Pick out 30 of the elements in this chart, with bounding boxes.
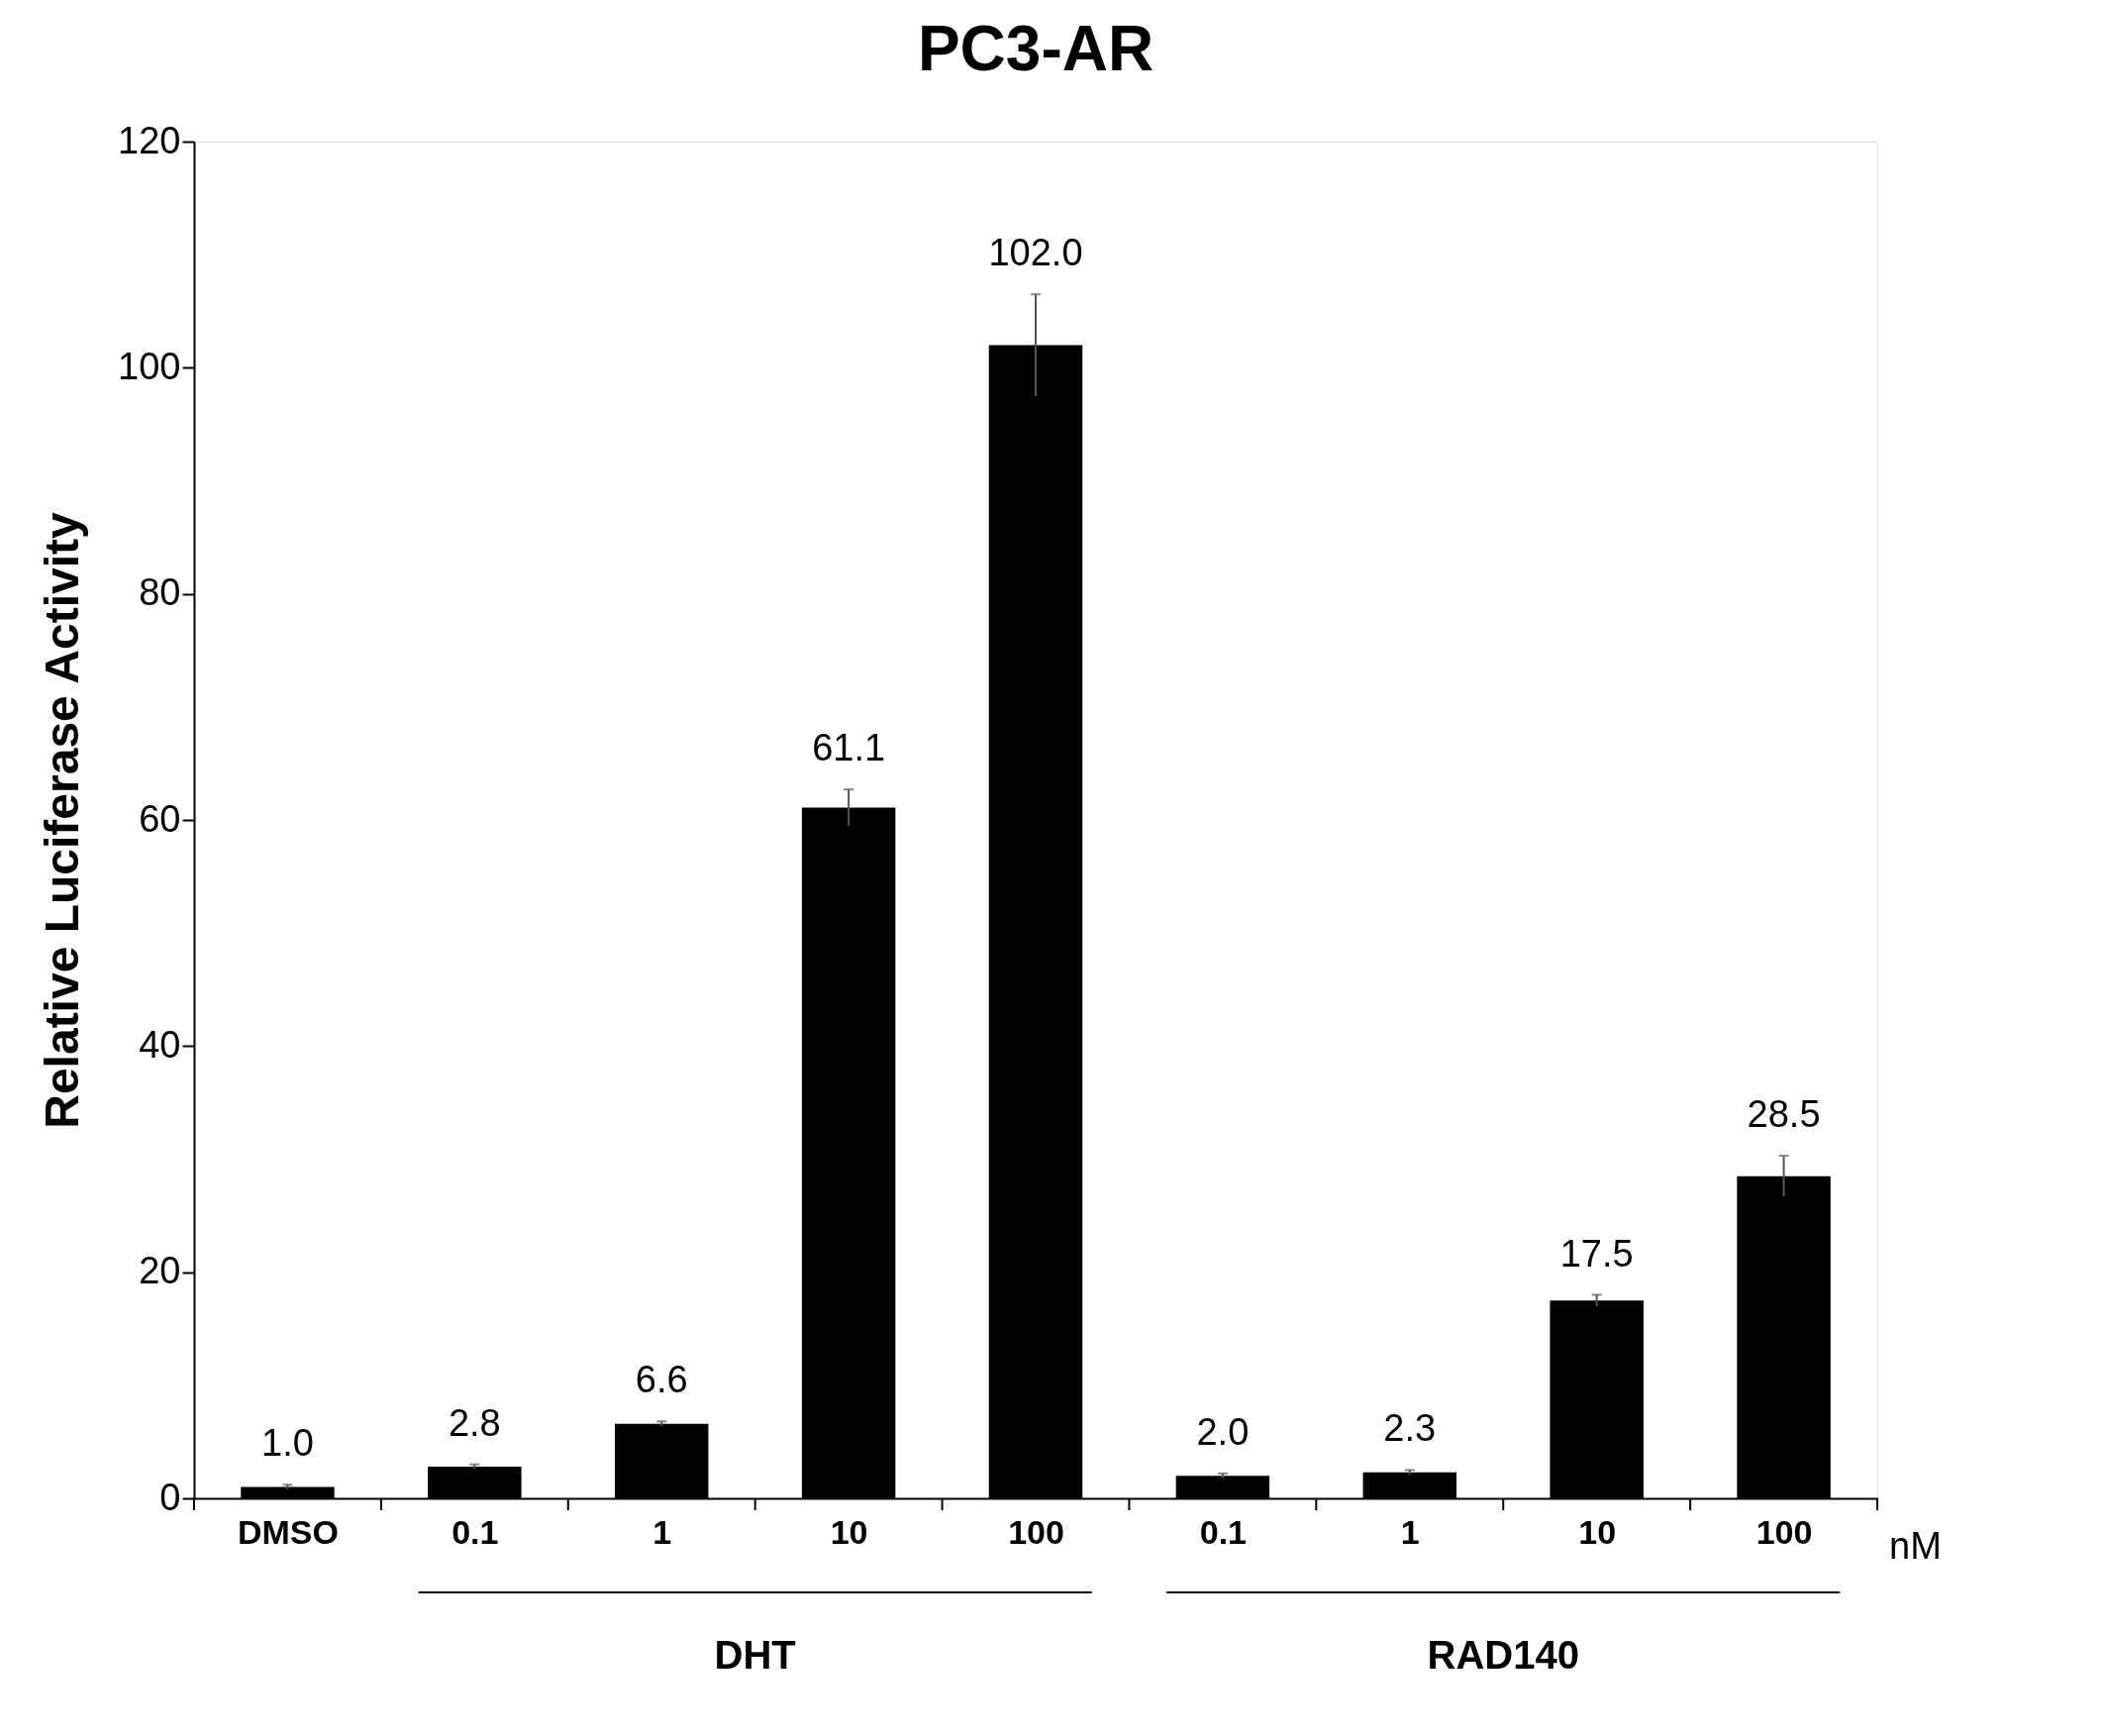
text: nM (1889, 1525, 1942, 1567)
data-label: 1.0 (261, 1422, 314, 1465)
x-tick-label: 10 (830, 1512, 868, 1551)
chart-title: PC3-AR (917, 13, 1154, 84)
x-tick-label: DMSO (237, 1512, 339, 1551)
data-label: 61.1 (812, 727, 886, 769)
data-label: 2.8 (448, 1401, 501, 1444)
y-tick-label: 60 (139, 797, 181, 840)
text: RAD140 (1427, 1633, 1579, 1677)
data-label: 2.0 (1196, 1410, 1250, 1453)
x-tick-label: 10 (1578, 1512, 1617, 1551)
data-label: 17.5 (1559, 1232, 1634, 1275)
data-label: 2.3 (1383, 1407, 1437, 1450)
y-tick-label: 20 (139, 1250, 181, 1292)
y-tick-label: 0 (159, 1476, 181, 1518)
y-tick-label: 40 (139, 1023, 181, 1066)
x-tick-label: 0.1 (1199, 1512, 1248, 1551)
y-axis-title: Relative Luciferase Activity (36, 511, 89, 1129)
x-tick-label: 1 (1400, 1512, 1420, 1551)
x-tick-label: 0.1 (451, 1512, 499, 1551)
x-tick-label: 100 (1755, 1512, 1813, 1551)
y-tick-label: 100 (118, 345, 181, 387)
data-label: 6.6 (635, 1359, 688, 1401)
text: DHT (714, 1633, 796, 1677)
data-label: 102.0 (988, 232, 1083, 274)
x-tick-label: 1 (652, 1512, 672, 1551)
data-label: 28.5 (1747, 1093, 1821, 1136)
x-tick-label: 100 (1008, 1512, 1064, 1551)
y-tick-label: 120 (118, 119, 181, 161)
y-tick-label: 80 (139, 571, 181, 614)
